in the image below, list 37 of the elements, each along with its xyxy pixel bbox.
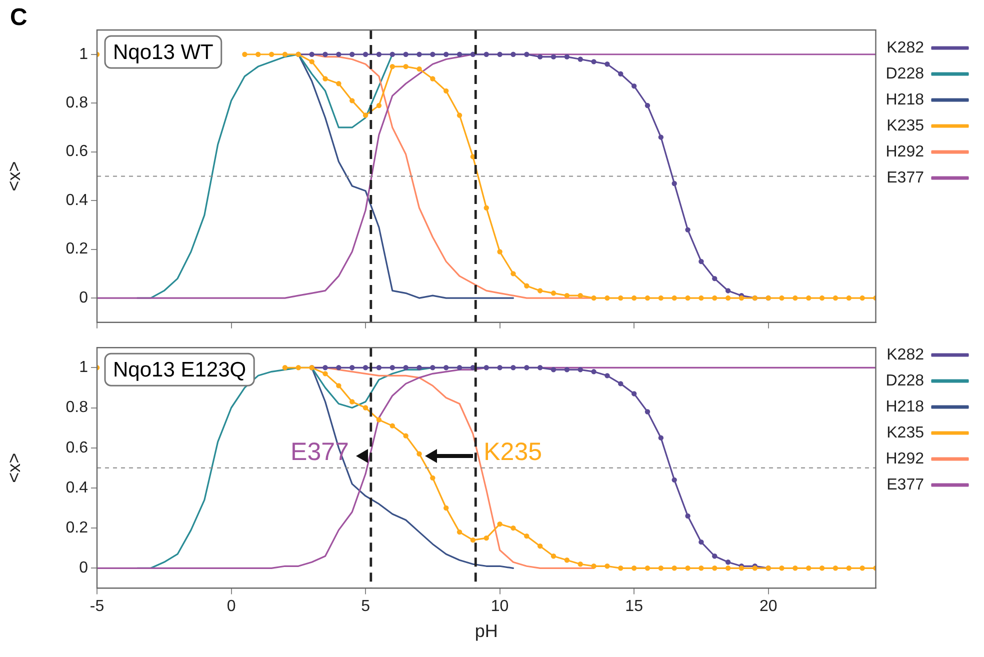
x-tick-label: 10 <box>490 598 509 616</box>
y-tick-label: 0.4 <box>66 479 88 496</box>
legend-label: H218 <box>886 398 924 416</box>
x-tick-label: 0 <box>226 598 236 616</box>
legend-label: H292 <box>886 450 924 468</box>
annotation: K235 <box>484 438 542 466</box>
legend-label: E377 <box>886 169 924 186</box>
legend-label: K235 <box>886 117 924 134</box>
text: C <box>10 4 28 32</box>
y-axis-title: <x> <box>4 452 24 483</box>
legend-label: K282 <box>886 39 924 56</box>
y-tick-label: 0.4 <box>66 192 88 209</box>
x-tick-label: 20 <box>759 598 778 616</box>
legend-label: H292 <box>886 143 924 160</box>
y-tick-label: 1 <box>79 359 88 376</box>
x-tick-label: -5 <box>90 598 104 616</box>
y-tick-label: 0.6 <box>66 143 88 160</box>
y-tick-label: 0 <box>79 560 88 577</box>
y-axis-title: <x> <box>4 161 24 192</box>
legend-label: H218 <box>886 91 924 108</box>
legend-label: D228 <box>886 372 924 390</box>
x-tick-label: 5 <box>361 598 370 616</box>
y-tick-label: 0.8 <box>66 94 88 112</box>
y-tick-label: 0.6 <box>66 439 88 456</box>
legend-label: D228 <box>886 65 924 82</box>
y-tick-label: 0.2 <box>66 240 88 258</box>
y-tick-label: 0 <box>79 289 88 306</box>
legend-label: K235 <box>886 424 924 442</box>
y-tick-label: 1 <box>79 46 88 63</box>
legend-label: E377 <box>886 476 924 494</box>
x-tick-label: 15 <box>625 598 644 616</box>
y-tick-label: 0.2 <box>66 519 88 536</box>
text: Nqo13 E123Q <box>113 358 246 382</box>
y-tick-label: 0.8 <box>66 399 88 416</box>
x-axis-title: pH <box>474 621 498 642</box>
legend-label: K282 <box>886 346 924 364</box>
text: Nqo13 WT <box>113 40 214 64</box>
